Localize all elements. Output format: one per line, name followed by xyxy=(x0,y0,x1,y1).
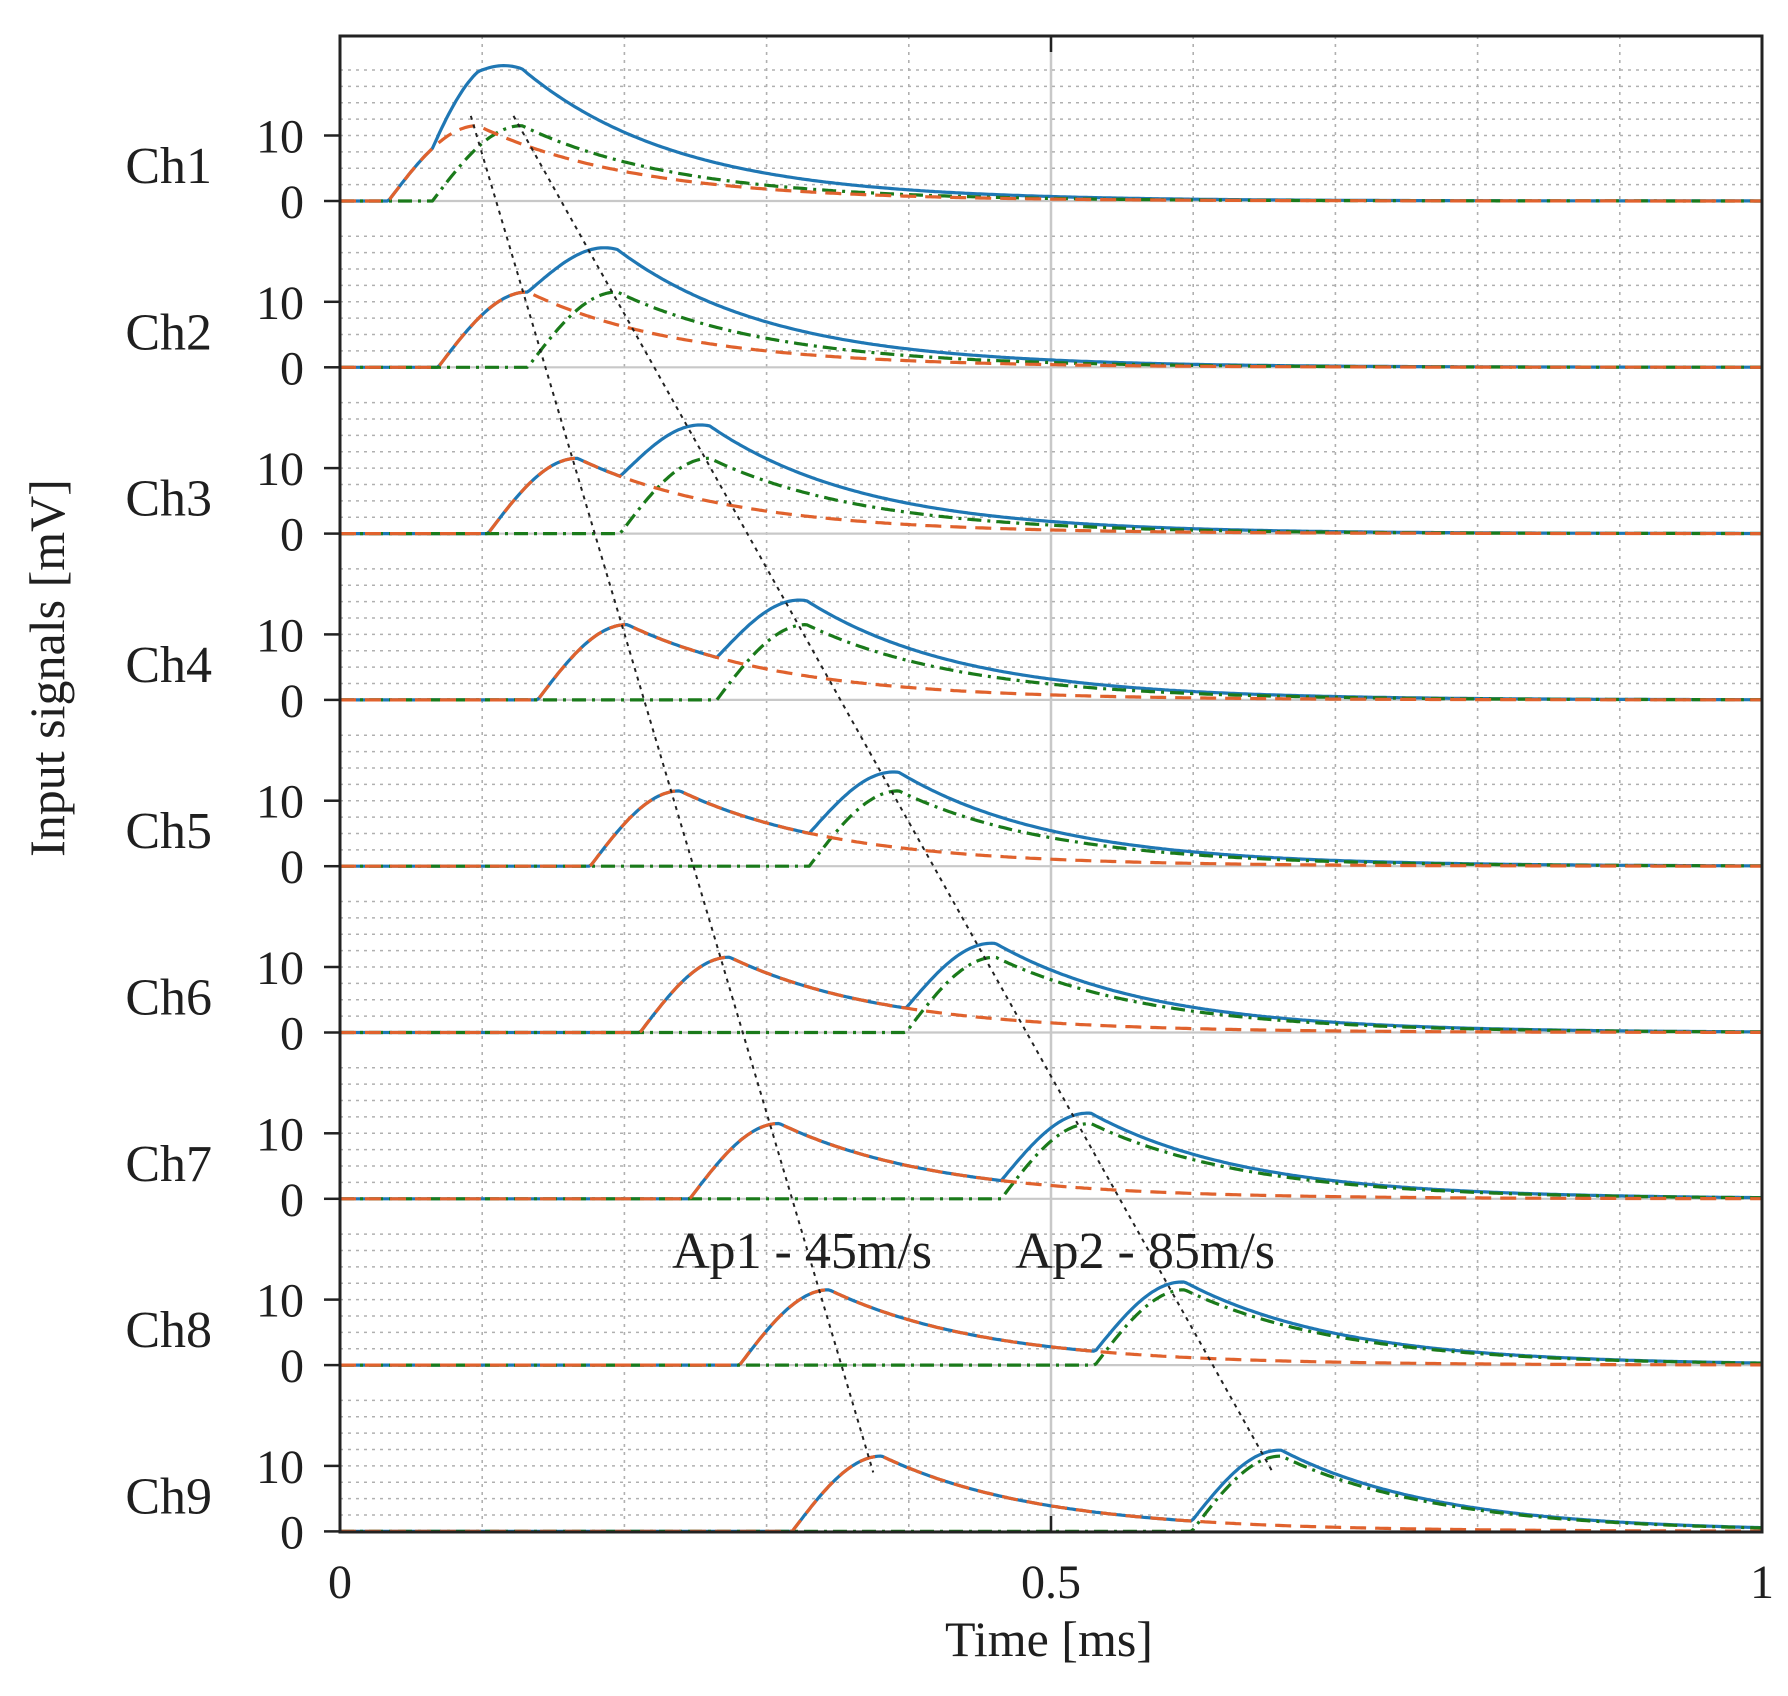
y-tick-label: 0 xyxy=(280,675,304,728)
ch4-ap1-line xyxy=(340,623,1762,702)
ch6-ap1-line xyxy=(340,955,1762,1035)
ch4-ap2-line xyxy=(340,623,1762,702)
ch3-ap2-line xyxy=(340,456,1762,536)
y-tick-label: 0 xyxy=(280,1340,304,1393)
ch5-ap1-line xyxy=(340,789,1762,868)
channel-label: Ch3 xyxy=(125,471,212,528)
y-axis-label: Input signals [mV] xyxy=(19,479,75,857)
x-tick-label: 0 xyxy=(328,1556,352,1609)
x-axis-label: Time [ms] xyxy=(945,1611,1153,1667)
ch7-ap1-line xyxy=(340,1121,1762,1201)
annotation-ap2: Ap2 - 85m/s xyxy=(1015,1223,1275,1280)
ch2-ap2-line xyxy=(340,290,1763,369)
labels: Ch1010Ch2010Ch3010Ch4010Ch5010Ch6010Ch70… xyxy=(125,36,1774,1609)
y-tick-label: 0 xyxy=(280,1506,304,1559)
guide-line-ap1 xyxy=(469,115,875,1473)
y-tick-label: 10 xyxy=(256,443,304,496)
channel-label: Ch9 xyxy=(125,1468,212,1525)
channel-label: Ch1 xyxy=(125,138,212,195)
y-tick-label: 0 xyxy=(280,1008,304,1061)
y-tick-label: 0 xyxy=(280,841,304,894)
guide-line-ap2 xyxy=(512,115,1274,1473)
y-tick-label: 0 xyxy=(280,1174,304,1227)
y-tick-label: 10 xyxy=(256,111,304,164)
grid xyxy=(340,36,1762,1533)
y-tick-label: 0 xyxy=(280,509,304,562)
y-tick-label: 0 xyxy=(280,176,304,229)
ch3-ap1-line xyxy=(340,456,1762,536)
y-tick-label: 10 xyxy=(256,942,304,995)
y-tick-label: 0 xyxy=(280,342,304,395)
y-tick-label: 10 xyxy=(256,776,304,829)
y-tick-label: 10 xyxy=(256,1275,304,1328)
channel-label: Ch5 xyxy=(125,803,212,860)
y-tick-label: 10 xyxy=(256,609,304,662)
x-tick-label: 0.5 xyxy=(1021,1556,1081,1609)
channel-label: Ch2 xyxy=(125,304,212,361)
channel-label: Ch6 xyxy=(125,970,212,1027)
ch2-ap1-line xyxy=(340,290,1762,369)
guides xyxy=(469,115,1274,1473)
y-tick-label: 10 xyxy=(256,1108,304,1161)
y-tick-label: 10 xyxy=(256,1441,304,1494)
channel-label: Ch7 xyxy=(125,1136,212,1193)
x-tick-label: 1 xyxy=(1750,1556,1774,1609)
channel-label: Ch8 xyxy=(125,1302,212,1359)
y-tick-label: 10 xyxy=(256,277,304,330)
annotation-ap1: Ap1 - 45m/s xyxy=(672,1223,932,1280)
ch8-ap1-line xyxy=(340,1288,1762,1367)
ch1-ap1-line xyxy=(340,124,1762,203)
ch1-ap2-line xyxy=(340,124,1762,203)
channel-label: Ch4 xyxy=(125,637,212,694)
